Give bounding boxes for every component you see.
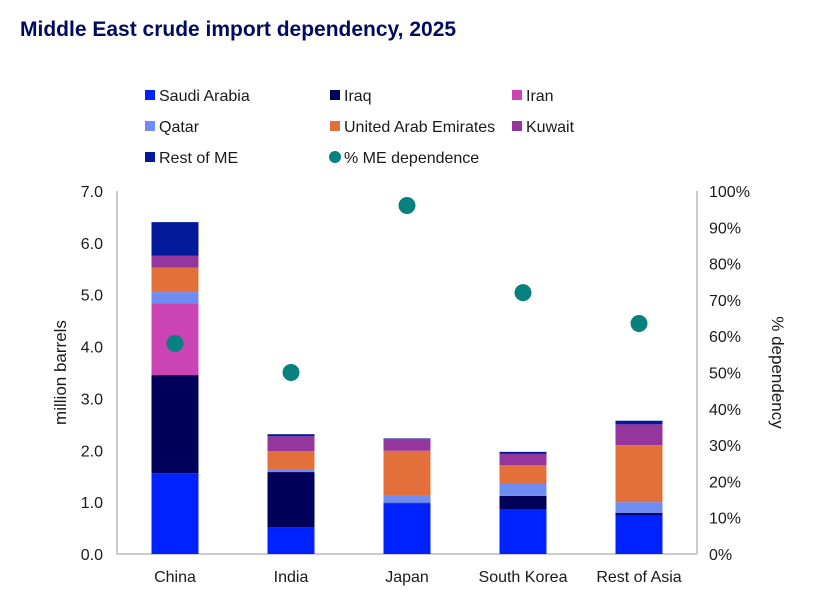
bar-segment [499,453,547,466]
x-tick-label: China [154,569,196,586]
y2-tick-label: 90% [709,220,741,237]
bar-segment [615,502,663,514]
legend-label: Qatar [159,119,200,136]
y2-tick-label: 0% [709,547,732,564]
y2-tick-label: 30% [709,438,741,455]
dependence-point [398,197,416,215]
legend-marker [330,121,340,131]
y-tick-label: 7.0 [81,184,103,201]
bar-segment [151,473,199,554]
bar-segment [267,527,315,554]
legend-label: Iran [526,88,554,105]
bar-segment [383,438,431,439]
legend-label: % ME dependence [344,150,479,167]
dependence-point [166,334,184,352]
y2-tick-label: 50% [709,366,741,383]
bar-segment [151,292,199,304]
y-tick-label: 1.0 [81,495,103,512]
bar-segment [267,469,315,473]
legend-marker [145,90,155,100]
y2-tick-label: 60% [709,329,741,346]
y-tick-label: 0.0 [81,547,103,564]
bar-segment [151,267,199,293]
y-axis-title: million barrels [51,320,70,425]
bar-segment [615,424,663,446]
x-tick-label: South Korea [479,569,568,586]
bar-segment [499,483,547,496]
dependence-point [630,314,648,332]
y-tick-label: 6.0 [81,236,103,253]
y2-tick-label: 10% [709,511,741,528]
legend-label: Kuwait [526,119,575,136]
y2-tick-label: 80% [709,257,741,274]
y2-tick-label: 20% [709,474,741,491]
bar-segment [383,438,431,451]
legend-marker [145,152,155,162]
bar-segment [151,375,199,474]
dependence-point [514,284,532,302]
x-tick-label: Rest of Asia [596,569,681,586]
chart-title: Middle East crude import dependency, 202… [20,18,457,41]
legend-marker [329,151,341,163]
bar-segment [499,451,547,454]
legend-label: United Arab Emirates [344,119,495,136]
bar-segment [267,451,315,470]
bar-segment [383,503,431,554]
bar-segment [499,495,547,510]
bar-segment [267,434,315,437]
bar-segment [267,436,315,452]
y-tick-label: 2.0 [81,443,103,460]
y-tick-label: 4.0 [81,340,103,357]
x-tick-label: India [274,569,309,586]
legend-label: Iraq [344,88,372,105]
y-tick-label: 5.0 [81,288,103,305]
legend-marker [512,121,522,131]
bar-segment [615,513,663,516]
bar-segment [383,450,431,496]
legend-marker [330,90,340,100]
legend-marker [512,90,522,100]
bar-segment [151,255,199,268]
bar-segment [267,472,315,528]
y-tick-label: 3.0 [81,391,103,408]
bar-segment [615,445,663,503]
bar-segment [499,465,547,484]
legend-label: Saudi Arabia [159,88,250,105]
dependence-point [282,364,300,381]
bar-segment [615,420,663,425]
y2-axis-title: % dependency [768,316,787,429]
legend-label: Rest of ME [159,150,238,167]
bar-segment [615,515,663,554]
y2-tick-label: 70% [709,293,741,310]
bar-segment [151,222,199,256]
x-tick-label: Japan [385,569,429,586]
bar-segment [383,502,431,504]
bar-segment [383,495,431,503]
legend-marker [145,121,155,131]
y2-tick-label: 100% [709,184,750,201]
y2-tick-label: 40% [709,402,741,419]
bar-segment [499,509,547,554]
